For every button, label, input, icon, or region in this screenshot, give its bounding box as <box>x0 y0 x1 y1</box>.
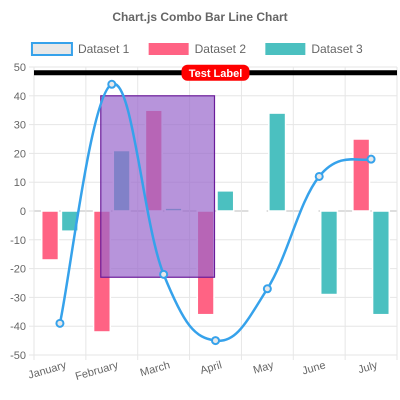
bar <box>40 210 60 261</box>
line-point <box>366 154 376 164</box>
y-tick-label: -30 <box>10 292 26 304</box>
chart-title: Chart.js Combo Bar Line Chart <box>112 10 287 24</box>
box-annotation-rect <box>100 95 216 278</box>
legend-label: Dataset 3 <box>311 42 363 56</box>
y-tick-label: -50 <box>10 350 26 362</box>
y-tick-label: 20 <box>14 148 26 160</box>
bar <box>60 210 79 232</box>
line-point <box>211 336 220 346</box>
y-tick-label: 50 <box>14 62 26 74</box>
line-series <box>55 79 376 346</box>
legend-label: Dataset 2 <box>195 42 247 56</box>
line-path <box>58 82 372 342</box>
x-axis: January February March April May June July <box>27 359 380 383</box>
x-tick-label: July <box>357 359 380 376</box>
y-axis: 50 40 30 20 10 0 -10 -20 -30 -40 -50 <box>10 62 26 362</box>
y-tick-label: 10 <box>14 177 26 189</box>
x-tick-label: January <box>27 359 68 381</box>
legend-swatch <box>148 43 189 55</box>
line-point <box>55 318 65 328</box>
y-tick-label: -10 <box>10 235 26 247</box>
line-point <box>159 269 169 279</box>
x-tick-label: April <box>199 359 223 377</box>
line-annotation: Test Label <box>34 64 397 81</box>
bar <box>268 112 287 212</box>
bar <box>300 210 319 214</box>
legend: Dataset 1 Dataset 2 Dataset 3 <box>30 42 363 56</box>
x-tick-label: May <box>252 359 276 376</box>
bar <box>216 190 235 212</box>
line-point <box>314 171 324 181</box>
y-tick-label: -40 <box>10 321 26 333</box>
bar <box>352 138 371 212</box>
legend-swatch <box>265 43 306 55</box>
bar <box>319 210 339 296</box>
y-tick-label: 0 <box>20 206 26 218</box>
line-point <box>262 284 272 294</box>
x-tick-label: June <box>301 359 327 377</box>
annotation-label-bg <box>181 64 250 81</box>
bar <box>371 210 391 316</box>
legend-label: Dataset 1 <box>78 42 130 56</box>
bar <box>248 209 267 212</box>
legend-swatch <box>30 42 73 56</box>
y-tick-label: -20 <box>10 264 26 276</box>
line-point <box>107 79 117 89</box>
x-tick-label: March <box>139 359 172 379</box>
y-tick-label: 30 <box>14 120 26 132</box>
bars <box>40 109 391 333</box>
box-annotation <box>100 95 216 278</box>
x-tick-label: February <box>74 359 120 383</box>
y-tick-label: 40 <box>14 91 26 103</box>
annotation-label: Test Label <box>189 68 243 80</box>
